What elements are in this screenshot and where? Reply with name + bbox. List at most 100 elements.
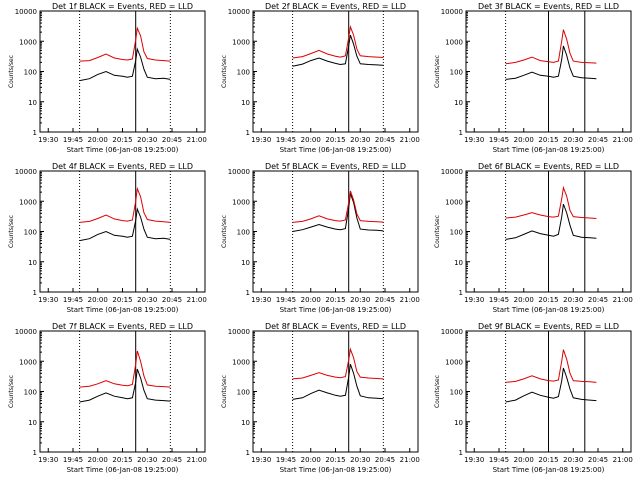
events-series-line xyxy=(292,34,384,67)
x-tick-label: 20:45 xyxy=(162,456,182,464)
x-axis-label: Start Time (06-Jan-08 19:25:00) xyxy=(280,146,392,154)
y-tick-label: 10000 xyxy=(228,168,250,176)
x-tick-label: 20:15 xyxy=(538,136,558,144)
x-tick-label: 19:30 xyxy=(464,136,484,144)
x-tick-label: 19:30 xyxy=(464,296,484,304)
panel-title: Det 3f BLACK = Events, RED = LLD xyxy=(478,2,619,11)
x-tick-label: 19:45 xyxy=(489,456,509,464)
x-tick-label: 20:00 xyxy=(88,136,108,144)
panel-title: Det 2f BLACK = Events, RED = LLD xyxy=(265,2,406,11)
y-tick-label: 10000 xyxy=(228,328,250,336)
x-axis-label: Start Time (06-Jan-08 19:25:00) xyxy=(67,466,179,474)
panel-title: Det 6f BLACK = Events, RED = LLD xyxy=(478,162,619,171)
x-tick-label: 19:45 xyxy=(63,136,83,144)
y-tick-label: 1 xyxy=(246,289,250,297)
x-tick-label: 21:00 xyxy=(613,296,633,304)
x-tick-label: 20:00 xyxy=(301,136,321,144)
x-tick-label: 20:00 xyxy=(301,296,321,304)
x-tick-label: 21:00 xyxy=(400,456,420,464)
y-axis-label: Counts/sec xyxy=(434,55,441,88)
x-tick-label: 19:30 xyxy=(38,296,58,304)
lld-series-line xyxy=(505,29,597,65)
x-tick-label: 20:30 xyxy=(137,296,157,304)
x-axis-label: Start Time (06-Jan-08 19:25:00) xyxy=(493,306,605,314)
x-tick-label: 20:15 xyxy=(112,456,132,464)
y-tick-label: 10000 xyxy=(441,168,463,176)
y-tick-label: 1000 xyxy=(445,38,463,46)
y-tick-label: 100 xyxy=(24,69,37,77)
y-tick-label: 1 xyxy=(246,449,250,457)
lld-series-line xyxy=(505,349,597,383)
plot-frame xyxy=(252,10,419,133)
plot-frame xyxy=(39,10,206,133)
x-tick-label: 19:30 xyxy=(251,456,271,464)
y-axis-label: Counts/sec xyxy=(434,375,441,408)
x-tick-label: 20:45 xyxy=(375,296,395,304)
events-series-line xyxy=(79,368,171,403)
lld-series-line xyxy=(79,186,171,223)
y-tick-label: 10 xyxy=(28,259,37,267)
y-axis-label: Counts/sec xyxy=(8,55,15,88)
x-tick-label: 20:15 xyxy=(112,136,132,144)
lld-series-line xyxy=(79,350,171,388)
x-tick-label: 21:00 xyxy=(187,136,207,144)
x-tick-label: 19:45 xyxy=(276,136,296,144)
x-tick-label: 20:15 xyxy=(538,456,558,464)
y-axis-label: Counts/sec xyxy=(8,215,15,248)
x-tick-label: 20:15 xyxy=(325,456,345,464)
y-tick-label: 1 xyxy=(33,449,37,457)
x-tick-label: 20:30 xyxy=(563,136,583,144)
events-series-line xyxy=(79,47,171,82)
y-tick-label: 100 xyxy=(450,389,463,397)
x-tick-label: 20:15 xyxy=(325,296,345,304)
lld-series-line xyxy=(505,185,597,219)
x-axis-label: Start Time (06-Jan-08 19:25:00) xyxy=(67,306,179,314)
x-tick-label: 19:30 xyxy=(251,136,271,144)
x-tick-label: 19:45 xyxy=(489,136,509,144)
events-series-line xyxy=(505,367,597,403)
y-tick-label: 10000 xyxy=(15,168,37,176)
plot-frame xyxy=(465,10,632,133)
y-tick-label: 1 xyxy=(459,129,463,137)
x-tick-label: 20:30 xyxy=(137,456,157,464)
x-tick-label: 21:00 xyxy=(400,136,420,144)
x-tick-label: 19:45 xyxy=(63,456,83,464)
y-tick-label: 100 xyxy=(450,69,463,77)
plot-frame xyxy=(252,330,419,453)
x-tick-label: 19:30 xyxy=(464,456,484,464)
events-series-line xyxy=(505,45,597,80)
y-tick-label: 1000 xyxy=(445,358,463,366)
y-tick-label: 100 xyxy=(24,229,37,237)
y-tick-label: 1 xyxy=(246,129,250,137)
y-tick-label: 1000 xyxy=(232,358,250,366)
x-tick-label: 20:30 xyxy=(350,136,370,144)
y-tick-label: 1 xyxy=(459,289,463,297)
y-axis-label: Counts/sec xyxy=(221,55,228,88)
y-tick-label: 100 xyxy=(237,69,250,77)
lld-series-line xyxy=(292,24,384,59)
detector-panel-9: Det 9f BLACK = Events, RED = LLD 1 10 100 10… xyxy=(434,322,633,474)
detector-panel-5: Det 5f BLACK = Events, RED = LLD 1 10 100 10… xyxy=(221,162,420,314)
y-tick-label: 1000 xyxy=(19,198,37,206)
events-series-line xyxy=(292,364,384,400)
y-axis-label: Counts/sec xyxy=(221,375,228,408)
y-tick-label: 1 xyxy=(33,289,37,297)
y-axis-label: Counts/sec xyxy=(8,375,15,408)
x-tick-label: 20:15 xyxy=(538,296,558,304)
y-tick-label: 10000 xyxy=(15,328,37,336)
y-tick-label: 1 xyxy=(459,449,463,457)
x-tick-label: 20:00 xyxy=(301,456,321,464)
panel-title: Det 8f BLACK = Events, RED = LLD xyxy=(265,322,406,331)
y-tick-label: 100 xyxy=(237,229,250,237)
plot-frame xyxy=(465,330,632,453)
x-tick-label: 20:15 xyxy=(325,136,345,144)
y-tick-label: 10000 xyxy=(228,8,250,16)
y-tick-label: 1000 xyxy=(232,38,250,46)
detector-panel-1: Det 1f BLACK = Events, RED = LLD 1 10 100 10… xyxy=(8,2,207,154)
y-tick-label: 10 xyxy=(454,259,463,267)
x-tick-label: 20:45 xyxy=(375,456,395,464)
x-tick-label: 20:45 xyxy=(162,136,182,144)
plot-frame xyxy=(465,170,632,293)
